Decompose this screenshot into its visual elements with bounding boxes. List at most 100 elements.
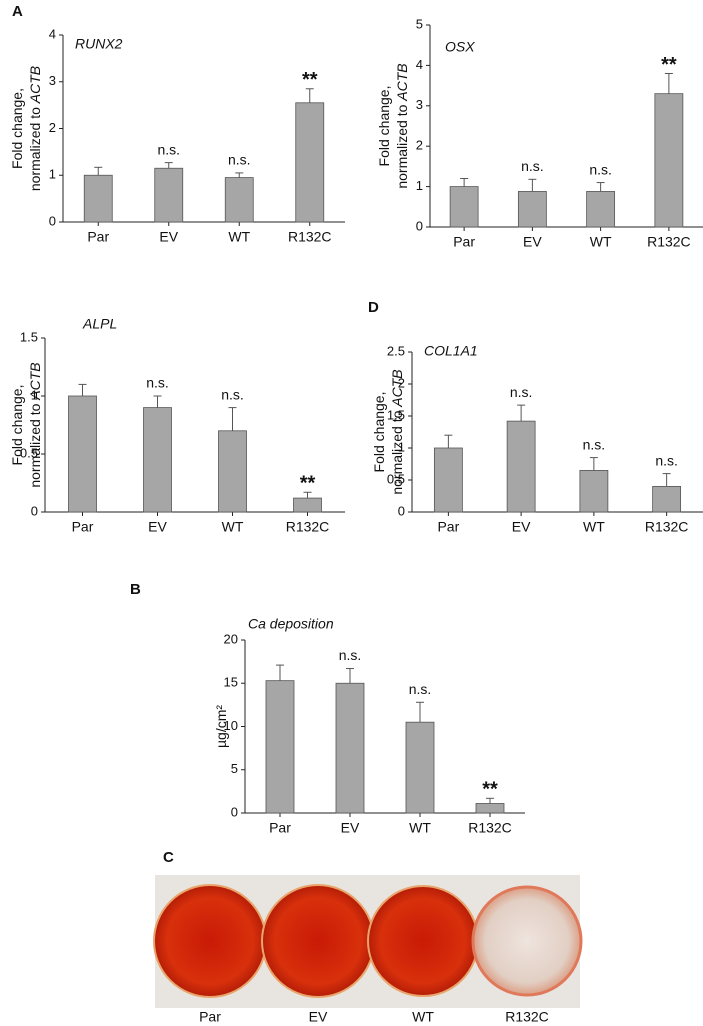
y-axis-label: normalized to ACTB [27, 66, 43, 191]
bar [449, 186, 479, 228]
error-bar [528, 178, 537, 192]
well-image [261, 884, 375, 998]
significance-label: ** [300, 473, 316, 495]
y-tick-label: 4 [49, 26, 56, 41]
bar [293, 497, 322, 513]
chart-title: RUNX2 [75, 36, 123, 52]
y-tick-label: 1.5 [387, 407, 405, 422]
y-axis-label-part: normalized to [394, 101, 410, 189]
bar [506, 420, 536, 513]
x-tick-label: Par [437, 519, 459, 535]
bar [143, 407, 172, 513]
y-tick-label: 2.5 [387, 343, 405, 358]
y-axis-label: µg/cm² [213, 705, 229, 748]
x-tick-label: EV [148, 519, 167, 535]
bar [295, 102, 325, 223]
x-tick-label: WT [409, 820, 431, 836]
x-tick-label: Par [453, 234, 475, 250]
photo-panel [153, 875, 583, 1008]
y-tick-label: 5 [416, 16, 423, 31]
error-bar [164, 162, 173, 169]
significance-label: n.s. [655, 452, 678, 468]
well-image [153, 884, 267, 998]
error-bar [460, 178, 469, 187]
y-axis-label-part: ACTB [389, 369, 405, 407]
y-tick-label: 0 [398, 503, 405, 518]
photo-caption: WT [412, 1009, 434, 1025]
y-axis-label-part: Fold change, [9, 385, 25, 466]
bar [586, 191, 616, 228]
y-axis-label-part: normalized to [27, 400, 43, 488]
chart-title: OSX [445, 39, 475, 55]
y-tick-label: 0.5 [20, 445, 38, 460]
error-bar [94, 166, 103, 176]
error-bar [444, 434, 453, 448]
y-tick-label: 1 [49, 167, 56, 182]
y-axis-label-part: ACTB [27, 362, 43, 400]
significance-label: ** [482, 779, 498, 801]
y-axis-label-part: Fold change, [9, 88, 25, 169]
y-axis-label: Fold change, [9, 88, 25, 169]
bar [68, 395, 97, 513]
y-axis-label-part: µg/cm² [213, 705, 229, 748]
bar [218, 430, 247, 513]
error-bar [416, 701, 424, 723]
bar [265, 680, 295, 814]
y-axis-label-part: ACTB [27, 66, 43, 104]
x-tick-label: EV [341, 820, 360, 836]
panel-label: B [130, 581, 141, 598]
x-tick-label: WT [222, 519, 244, 535]
y-axis-label-part: Fold change, [371, 392, 387, 473]
well-image [471, 885, 583, 997]
y-axis-label: Fold change, [371, 392, 387, 473]
bar [154, 167, 184, 223]
y-axis-label: normalized to ACTB [389, 369, 405, 494]
x-tick-label: WT [590, 234, 612, 250]
y-axis-label-part: Fold change, [376, 86, 392, 167]
error-bar [664, 72, 673, 94]
significance-label: n.s. [510, 384, 533, 400]
bar [579, 469, 609, 513]
bar [517, 191, 547, 228]
y-tick-label: 0 [231, 804, 238, 819]
significance-label: n.s. [221, 386, 244, 402]
well-image [367, 885, 479, 997]
error-bar [589, 457, 598, 471]
error-bar [486, 797, 494, 804]
y-tick-label: 0 [49, 213, 56, 228]
photo-caption: EV [309, 1009, 328, 1025]
error-bar [305, 88, 314, 103]
error-bar [346, 668, 354, 684]
photo-caption: Par [199, 1009, 221, 1025]
significance-label: n.s. [589, 161, 612, 177]
x-tick-label: WT [583, 519, 605, 535]
significance-label: n.s. [146, 375, 169, 391]
bar [83, 174, 113, 223]
chart-title: COL1A1 [424, 343, 478, 359]
y-tick-label: 1.5 [20, 329, 38, 344]
significance-label: ** [661, 54, 677, 76]
panel-label: A [12, 3, 23, 20]
chart-title: Ca deposition [248, 616, 334, 632]
error-bar [276, 664, 284, 681]
significance-label: n.s. [228, 152, 251, 168]
x-tick-label: EV [523, 234, 542, 250]
y-tick-label: 20 [224, 631, 238, 646]
y-tick-label: 2 [49, 120, 56, 135]
y-tick-label: 1 [416, 178, 423, 193]
x-tick-label: Par [87, 229, 109, 245]
error-bar [153, 395, 162, 408]
y-tick-label: 0.5 [387, 471, 405, 486]
y-tick-label: 1 [398, 439, 405, 454]
panel-label: C [163, 849, 174, 866]
x-tick-label: R132C [468, 820, 512, 836]
x-tick-label: R132C [288, 229, 332, 245]
y-axis-label: Fold change, [9, 385, 25, 466]
y-axis-label: normalized to ACTB [27, 362, 43, 487]
x-tick-label: EV [512, 519, 531, 535]
y-tick-label: 0 [31, 503, 38, 518]
bar [335, 682, 365, 814]
significance-label: n.s. [521, 158, 544, 174]
y-tick-label: 3 [416, 97, 423, 112]
